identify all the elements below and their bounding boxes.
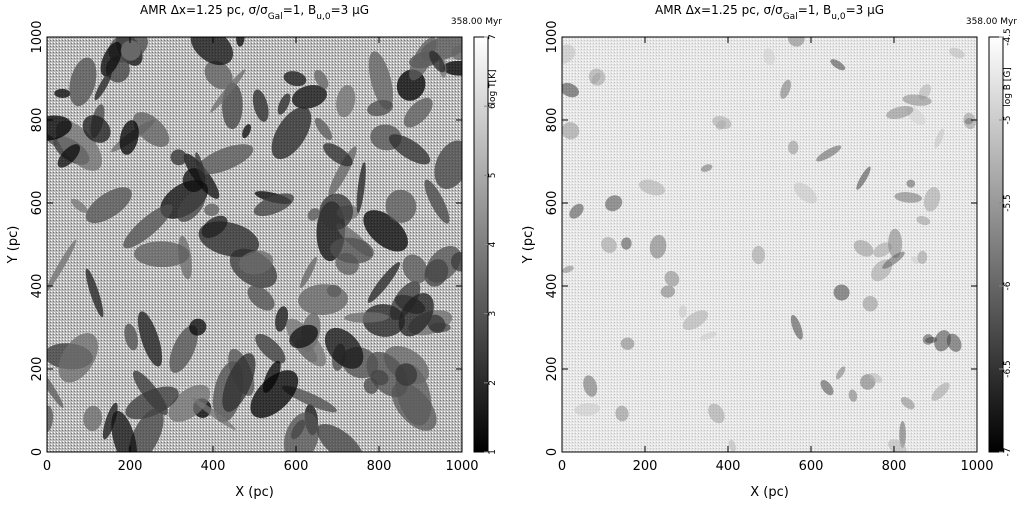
colorbar-tick-label: -6	[1003, 281, 1013, 290]
title-part: AMR Δx=1.25 pc, σ/σ	[140, 3, 268, 17]
x-tick-label: 200	[118, 459, 143, 474]
x-tick-label: 600	[284, 459, 309, 474]
y-tick-label: 400	[545, 274, 560, 299]
colorbar-tick-label: 5	[488, 172, 498, 178]
colorbar-tick-label: 4	[488, 241, 498, 247]
chart-title: AMR Δx=1.25 pc, σ/σGal=1, Bu,0=3 μG	[655, 3, 884, 22]
panel: AMR Δx=1.25 pc, σ/σGal=1, Bu,0=3 μG 358.0…	[521, 3, 1017, 500]
x-tick-label: 200	[633, 459, 658, 474]
colorbar-tick-label: -4.5	[1003, 28, 1013, 46]
title-part: u,0	[831, 12, 846, 22]
plot-frame	[561, 36, 978, 453]
title-part: =1, B	[798, 3, 832, 17]
plot-frame	[46, 36, 463, 453]
y-tick-label: 600	[545, 191, 560, 216]
y-tick-label: 200	[30, 357, 45, 382]
colorbar-tick-label: 6	[488, 103, 498, 109]
x-tick-label: 0	[558, 459, 566, 474]
y-tick-label: 0	[545, 448, 560, 456]
colorbar-tick-label: -7	[1003, 448, 1013, 457]
colorbar-tick-label: 7	[488, 34, 498, 40]
y-tick-label: 1000	[30, 20, 45, 53]
x-tick-label: 800	[367, 459, 392, 474]
colorbar-label: log T[K]	[488, 69, 498, 104]
title-part: =3 μG	[846, 3, 884, 17]
title-part: Gal	[783, 12, 798, 22]
y-tick-label: 1000	[545, 20, 560, 53]
time-label: 358.00 Myr	[451, 17, 502, 27]
colorbar-tick-label: -5.5	[1003, 194, 1013, 212]
x-axis-label: X (pc)	[750, 485, 789, 500]
x-axis-label: X (pc)	[235, 485, 274, 500]
y-axis-label: Y (pc)	[521, 226, 536, 265]
x-tick-label: 0	[43, 459, 51, 474]
y-tick-label: 400	[30, 274, 45, 299]
colorbar-tick-label: 1	[488, 449, 498, 455]
colorbar-tick-label: 3	[488, 311, 498, 317]
y-axis-label: Y (pc)	[6, 226, 21, 265]
colorbar	[988, 36, 1004, 453]
x-tick-label: 1000	[445, 459, 478, 474]
x-tick-label: 800	[882, 459, 907, 474]
y-tick-label: 200	[545, 357, 560, 382]
chart-title: AMR Δx=1.25 pc, σ/σGal=1, Bu,0=3 μG	[140, 3, 369, 22]
x-tick-label: 400	[716, 459, 741, 474]
title-part: AMR Δx=1.25 pc, σ/σ	[655, 3, 783, 17]
title-part: Gal	[268, 12, 283, 22]
y-tick-label: 800	[30, 108, 45, 133]
x-tick-label: 400	[201, 459, 226, 474]
time-label: 358.00 Myr	[966, 17, 1017, 27]
colorbar-tick-label: -6.5	[1003, 360, 1013, 378]
title-part: =1, B	[283, 3, 317, 17]
colorbar-tick-label: 2	[488, 380, 498, 386]
y-tick-label: 0	[30, 448, 45, 456]
y-tick-label: 600	[30, 191, 45, 216]
field-image	[562, 37, 977, 452]
title-part: u,0	[316, 12, 331, 22]
colorbar-label: log B [G]	[1003, 67, 1013, 107]
x-tick-label: 1000	[960, 459, 993, 474]
colorbar-tick-label: -5	[1003, 116, 1013, 125]
title-part: =3 μG	[331, 3, 369, 17]
field-image	[47, 37, 462, 452]
panel: AMR Δx=1.25 pc, σ/σGal=1, Bu,0=3 μG 358.0…	[6, 3, 502, 500]
x-tick-label: 600	[799, 459, 824, 474]
y-tick-label: 800	[545, 108, 560, 133]
